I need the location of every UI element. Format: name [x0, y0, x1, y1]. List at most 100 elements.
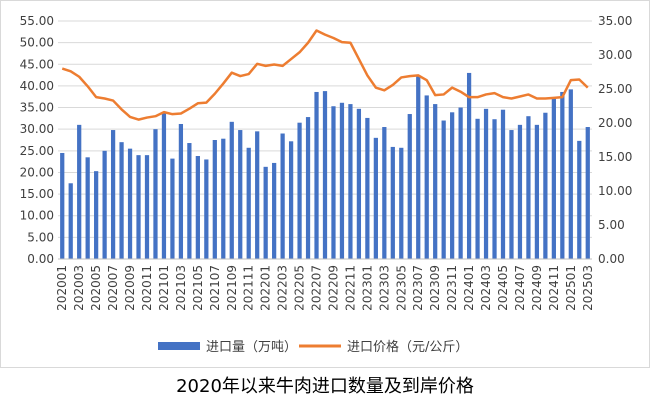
x-tick-label: 202003 — [72, 265, 86, 311]
x-tick-label: 202405 — [496, 265, 510, 311]
bar — [526, 116, 531, 259]
bar — [153, 129, 158, 259]
bar — [339, 102, 345, 259]
bar — [263, 166, 268, 259]
legend-swatch-bar — [158, 342, 200, 350]
x-tick-label: 202209 — [326, 265, 340, 311]
x-tick-label: 202211 — [343, 265, 357, 311]
bar — [144, 155, 150, 259]
x-axis: 202001 202003 202005 202007 202009 202011 2021… — [55, 258, 595, 311]
bar — [94, 171, 99, 259]
bar — [492, 119, 497, 259]
chart-panel: 0.00 5.00 10.00 15.00 20.00 25.00 30.00 35.00 40… — [0, 0, 650, 368]
bar — [551, 98, 556, 260]
bar — [314, 91, 319, 259]
bar — [517, 124, 523, 259]
bar — [424, 95, 429, 259]
x-tick-label: 202111 — [242, 265, 256, 311]
left-tick-label: 10.00 — [20, 209, 54, 223]
bar — [229, 121, 234, 259]
right-tick-label: 30.00 — [598, 48, 632, 62]
right-tick-label: 20.00 — [598, 116, 632, 130]
right-y-axis: 0.00 5.00 10.00 15.00 20.00 25.00 30.00 35.00 — [598, 14, 632, 266]
x-tick-label: 202503 — [581, 265, 595, 311]
bar — [543, 112, 548, 259]
x-tick-label: 202403 — [479, 265, 493, 311]
x-tick-label: 202201 — [259, 265, 273, 311]
bar — [365, 117, 370, 259]
bar — [136, 155, 141, 259]
left-tick-label: 30.00 — [20, 122, 54, 136]
x-tick-label: 202305 — [394, 265, 408, 311]
bar — [416, 76, 421, 259]
bar — [204, 159, 209, 259]
right-tick-label: 10.00 — [598, 184, 632, 198]
bar — [483, 108, 489, 260]
bar — [373, 137, 378, 259]
bar — [348, 104, 353, 259]
bar — [534, 124, 540, 259]
bar — [450, 112, 455, 260]
x-tick-label: 202409 — [530, 265, 544, 311]
bar — [322, 91, 328, 259]
bar — [212, 140, 217, 259]
left-tick-label: 55.00 — [20, 14, 54, 28]
right-tick-label: 5.00 — [598, 218, 625, 232]
bar — [255, 131, 260, 259]
x-tick-label: 202207 — [310, 265, 324, 311]
price-line — [61, 29, 589, 121]
bar — [195, 156, 200, 259]
bar — [305, 117, 311, 259]
chart-caption: 2020年以来牛肉进口数量及到岸价格 — [176, 376, 474, 397]
bar — [85, 157, 90, 259]
bar — [568, 89, 573, 259]
bar — [577, 140, 582, 259]
legend: 进口量（万吨） 进口价格（元/公斤） — [158, 339, 468, 355]
x-tick-label: 202109 — [225, 265, 239, 311]
bar — [280, 133, 285, 259]
x-tick-label: 202009 — [123, 265, 137, 311]
chart-svg: 0.00 5.00 10.00 15.00 20.00 25.00 30.00 35.00 40… — [20, 14, 633, 355]
bar — [458, 107, 463, 259]
left-tick-label: 15.00 — [20, 187, 54, 201]
bar — [399, 147, 404, 259]
bar — [382, 127, 387, 259]
right-tick-label: 15.00 — [598, 150, 632, 164]
x-tick-label: 202303 — [377, 265, 391, 311]
bar — [475, 118, 480, 260]
bar — [441, 120, 446, 259]
bar — [331, 106, 336, 259]
left-tick-label: 25.00 — [20, 144, 54, 158]
x-tick-label: 202203 — [276, 265, 290, 311]
bar — [433, 104, 438, 259]
x-tick-label: 202501 — [564, 265, 578, 311]
bar — [221, 138, 226, 259]
bar — [187, 143, 192, 259]
x-tick-label: 202107 — [208, 265, 222, 311]
bar — [500, 109, 506, 259]
legend-label-bar: 进口量（万吨） — [206, 340, 297, 355]
x-tick-label: 202411 — [547, 265, 561, 311]
x-tick-label: 202401 — [462, 265, 476, 311]
bar — [407, 114, 412, 259]
bar — [288, 141, 294, 259]
bar — [272, 162, 277, 259]
left-tick-label: 45.00 — [20, 57, 54, 71]
bar — [77, 124, 82, 259]
x-tick-label: 202005 — [89, 265, 103, 311]
bar — [509, 130, 514, 259]
x-tick-label: 202007 — [106, 265, 120, 311]
bar-series-import-volume — [60, 72, 590, 260]
x-tick-label: 202103 — [174, 265, 188, 311]
x-tick-label: 202101 — [157, 265, 171, 311]
left-tick-label: 20.00 — [20, 165, 54, 179]
bar — [110, 130, 116, 259]
bar — [585, 127, 590, 259]
bar — [466, 72, 472, 259]
bar — [161, 112, 167, 259]
bar — [60, 152, 65, 259]
x-tick-label: 202011 — [140, 265, 154, 311]
left-tick-label: 0.00 — [27, 252, 54, 266]
left-tick-label: 5.00 — [27, 230, 54, 244]
bar — [297, 122, 302, 259]
